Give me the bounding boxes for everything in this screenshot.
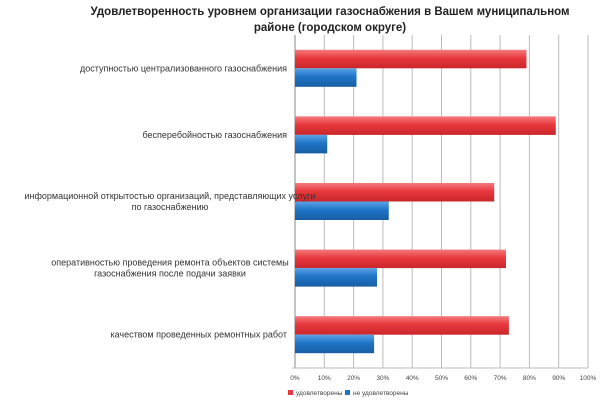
category-label: по газоснабжению [132,202,209,212]
x-tick-label: 20% [347,375,360,382]
title-line: Удовлетворенность уровнем организации га… [90,6,570,18]
category-label: качеством проведенных ремонтных работ [110,330,287,340]
legend-label: удовлетворены [296,390,343,397]
legend-swatch [288,390,293,395]
x-tick-label: 100% [580,375,597,382]
legend-swatch [345,390,350,395]
category-label: бесперебойностью газоснабжения [142,130,287,140]
chart-title: Удовлетворенность уровнем организации га… [60,4,600,36]
x-tick-label: 40% [406,375,419,382]
bar-satisfied [295,49,527,69]
bar-unsatisfied [295,201,389,220]
bar-satisfied [295,316,509,335]
x-tick-label: 70% [494,375,507,382]
x-tick-label: 0% [290,375,300,382]
x-tick-label: 50% [435,375,448,382]
x-tick-label: 10% [318,375,331,382]
legend-label: не удовлетворены [353,390,409,397]
x-tick-label: 80% [523,375,536,382]
bar-satisfied [295,183,495,202]
bar-satisfied [295,116,556,135]
bar-unsatisfied [295,268,378,287]
x-tick-label: 90% [552,375,565,382]
x-tick-label: 60% [464,375,477,382]
category-label: информационной открытостью организаций, … [25,191,316,201]
bar-satisfied [295,249,506,269]
bar-unsatisfied [295,134,328,154]
x-tick-label: 30% [376,375,389,382]
title-line: районе (городском округе) [253,22,407,34]
category-label: доступностью централизованного газоснабж… [80,63,287,73]
category-label: оперативностью проведения ремонта объект… [51,258,288,268]
bar-unsatisfied [295,68,357,87]
bar-unsatisfied [295,334,375,354]
category-label: газоснабжения после подачи заявки [94,269,246,279]
